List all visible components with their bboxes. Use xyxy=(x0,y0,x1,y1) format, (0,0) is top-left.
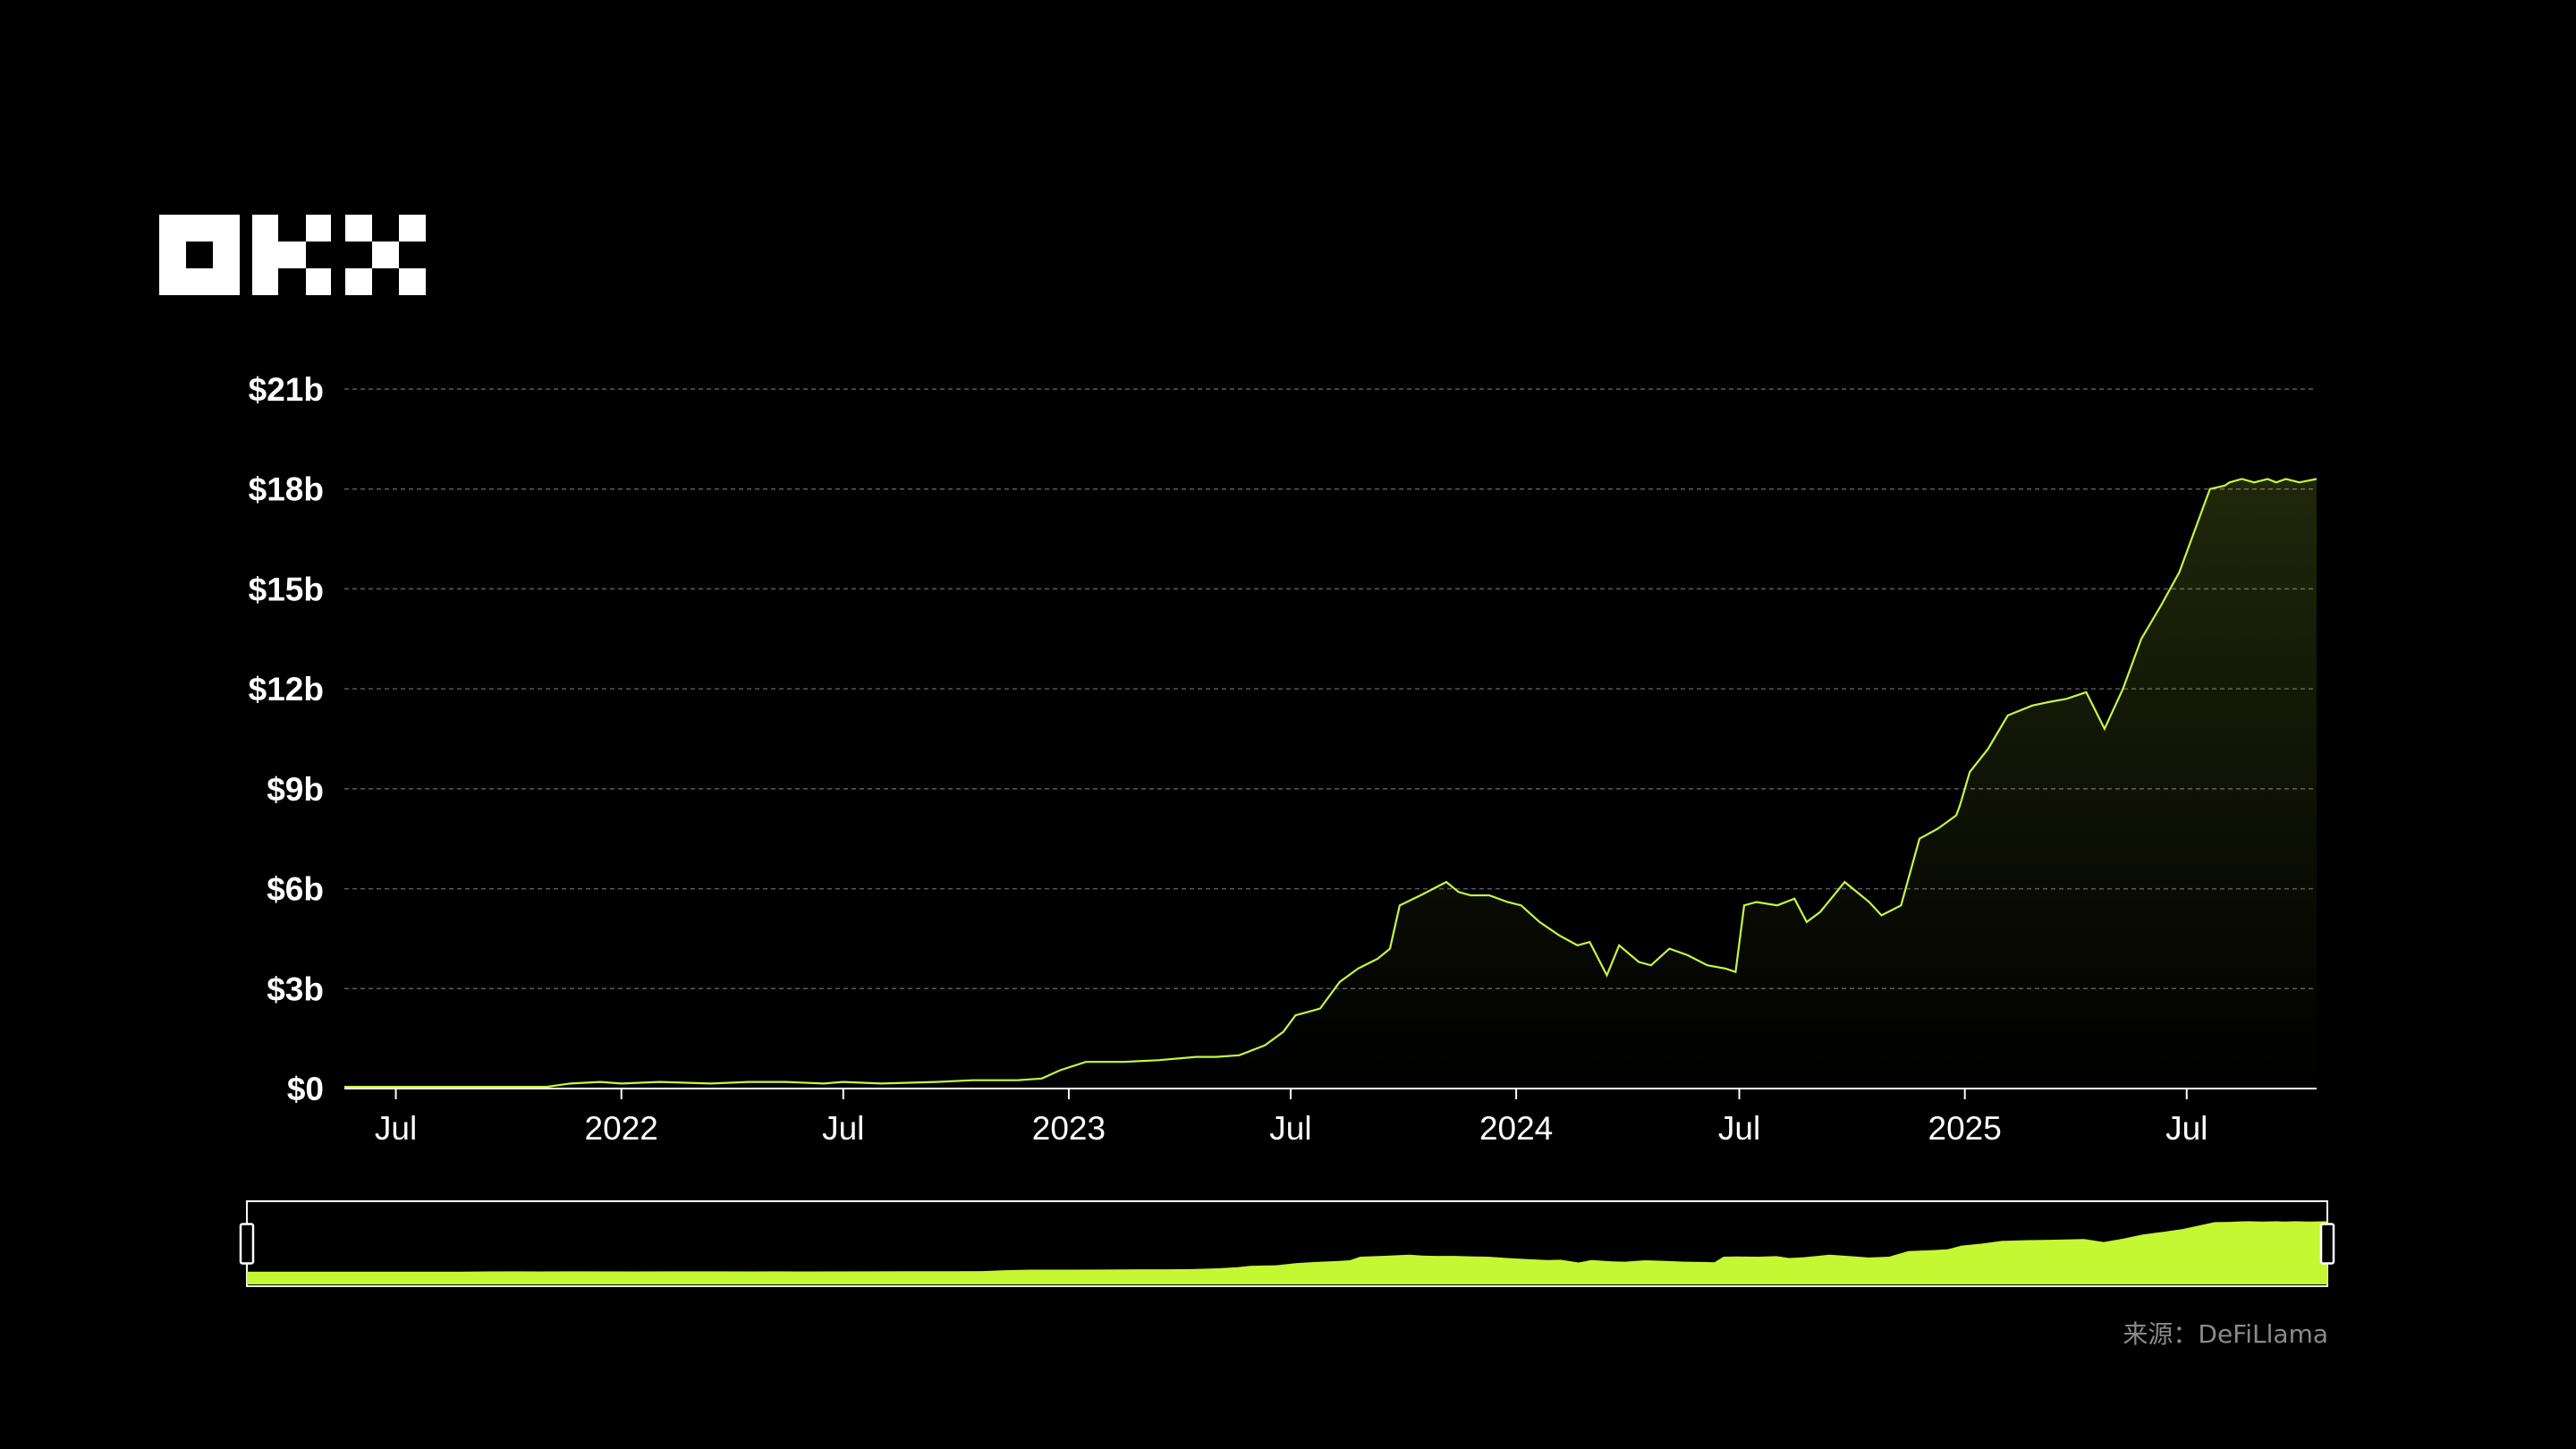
source-label: 来源：DeFiLlama xyxy=(2123,1319,2328,1349)
range-navigator[interactable] xyxy=(239,1200,2335,1287)
navigator-right-handle[interactable] xyxy=(2319,1223,2335,1265)
x-tick-label: Jul xyxy=(822,1110,864,1147)
y-tick-label: $0 xyxy=(287,1071,324,1107)
y-tick-label: $15b xyxy=(249,571,324,607)
y-tick-label: $12b xyxy=(249,671,324,708)
navigator-area xyxy=(247,1221,2327,1284)
y-tick-label: $6b xyxy=(267,871,324,908)
x-tick-label: 2022 xyxy=(585,1110,658,1147)
x-tick-label: Jul xyxy=(2165,1110,2207,1147)
x-tick-label: 2025 xyxy=(1928,1110,2002,1147)
y-tick-label: $9b xyxy=(267,771,324,808)
x-axis-ticks: Jul 2022 Jul 2023 Jul 2024 Jul 2025 Jul xyxy=(375,1089,2207,1147)
series-line xyxy=(344,478,2318,1089)
y-tick-label: $18b xyxy=(249,471,324,508)
okx-logo xyxy=(159,215,426,295)
x-tick-label: 2024 xyxy=(1479,1110,1553,1147)
x-tick-label: Jul xyxy=(1718,1110,1760,1147)
series-area xyxy=(344,479,2317,1089)
y-tick-label: $3b xyxy=(267,970,324,1007)
y-axis-ticks: $0 $3b $6b $9b $12b $15b $18b $21b xyxy=(249,371,324,1107)
x-tick-label: Jul xyxy=(375,1110,417,1147)
navigator-left-handle[interactable] xyxy=(239,1223,255,1265)
x-tick-label: Jul xyxy=(1269,1110,1311,1147)
x-tick-label: 2023 xyxy=(1032,1110,1106,1147)
y-tick-label: $21b xyxy=(249,371,324,408)
